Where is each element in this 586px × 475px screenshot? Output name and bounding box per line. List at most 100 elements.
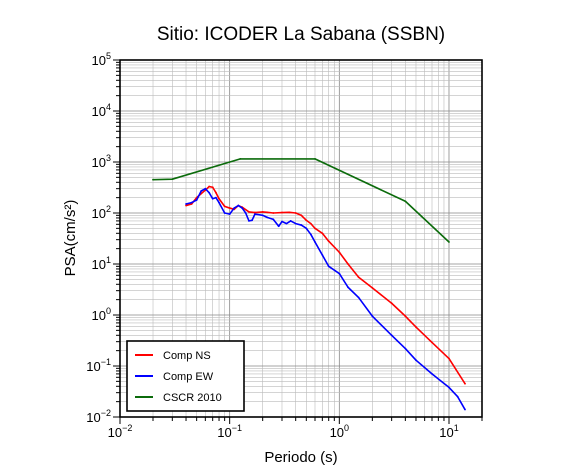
data-point (415, 359, 417, 362)
data-point (371, 286, 374, 289)
data-point (281, 220, 283, 223)
data-point (464, 382, 466, 385)
data-point (190, 201, 193, 204)
data-point (294, 222, 297, 225)
y-axis-label: PSA(cm/s²) (62, 200, 79, 277)
data-point (448, 357, 450, 360)
data-point (314, 158, 316, 160)
y-tick-label: 102 (92, 204, 111, 221)
data-point (431, 373, 433, 375)
data-point (261, 211, 264, 213)
data-point (251, 219, 253, 222)
data-point (321, 254, 324, 256)
data-point (347, 263, 349, 265)
data-point (285, 222, 288, 225)
data-point (254, 213, 256, 216)
data-point (289, 220, 292, 222)
data-point (305, 227, 308, 230)
data-point (390, 302, 393, 305)
data-point (390, 334, 393, 337)
data-point (208, 191, 211, 194)
data-point (204, 187, 207, 190)
data-point (223, 205, 226, 208)
data-point (171, 178, 174, 181)
data-point (233, 207, 236, 209)
x-tick-label: 101 (439, 423, 458, 440)
data-point (415, 326, 417, 328)
y-tick-label: 105 (92, 51, 111, 68)
data-point (208, 185, 211, 188)
x-tick-labels: 10−2 10−1 100 101 (108, 423, 459, 440)
data-point (314, 227, 316, 230)
data-point (288, 211, 291, 214)
legend-label: Comp NS (163, 350, 211, 362)
x-axis-label: Periodo (s) (264, 449, 337, 466)
data-point (185, 203, 187, 205)
chart-title: Sitio: ICODER La Sabana (SSBN) (157, 24, 445, 45)
data-point (404, 200, 407, 203)
data-point (237, 204, 240, 207)
data-point (448, 241, 450, 243)
data-point (248, 211, 250, 213)
legend: Comp NS Comp EW CSCR 2010 (126, 340, 245, 412)
data-point (327, 240, 330, 243)
data-point (357, 276, 360, 279)
data-point (241, 207, 244, 209)
series-comp-ew (185, 187, 466, 411)
data-point (228, 213, 231, 216)
x-tick-label: 10−1 (217, 423, 242, 440)
data-point (431, 341, 433, 344)
data-point (195, 199, 198, 201)
data-point (281, 211, 283, 214)
data-point (218, 201, 220, 204)
series-layer (152, 158, 466, 411)
data-point (266, 216, 269, 219)
y-tick-label: 10−2 (86, 408, 111, 425)
data-point (272, 212, 275, 214)
data-point (321, 232, 324, 235)
data-point (228, 207, 231, 209)
data-point (294, 212, 297, 214)
data-point (456, 395, 459, 398)
data-point (464, 408, 466, 411)
plot-frame (119, 59, 483, 418)
legend-label: Comp EW (163, 371, 214, 383)
data-point (223, 212, 226, 214)
data-point (211, 186, 214, 189)
series-cscr-2010 (152, 158, 450, 243)
series-line (185, 185, 466, 385)
data-point (327, 265, 330, 268)
data-point (215, 196, 217, 199)
data-point (200, 190, 203, 192)
data-point (371, 315, 374, 318)
data-point (190, 203, 193, 205)
data-point (248, 220, 250, 222)
data-point (244, 212, 247, 214)
y-tick-labels: 10−2 10−1 100 101 102 103 104 105 (86, 51, 111, 425)
data-point (338, 272, 341, 275)
y-tick-label: 103 (92, 153, 111, 170)
y-tick-label: 101 (92, 255, 111, 272)
data-point (404, 315, 407, 318)
data-point (218, 197, 220, 200)
data-point (305, 219, 308, 222)
y-tick-label: 10−1 (86, 357, 111, 374)
data-point (347, 286, 349, 289)
data-point (277, 225, 280, 228)
data-point (314, 241, 316, 243)
data-point (309, 222, 312, 225)
data-point (152, 178, 154, 181)
y-tick-label: 104 (92, 102, 111, 119)
data-point (185, 204, 187, 207)
data-point (266, 211, 269, 214)
data-point (272, 218, 275, 221)
axis-ticks (113, 59, 483, 424)
data-point (211, 197, 214, 200)
data-point (338, 251, 341, 254)
series-line (152, 158, 450, 243)
series-comp-ns (185, 185, 466, 385)
x-tick-label: 100 (330, 423, 349, 440)
data-point (239, 158, 242, 160)
data-point (357, 296, 360, 299)
